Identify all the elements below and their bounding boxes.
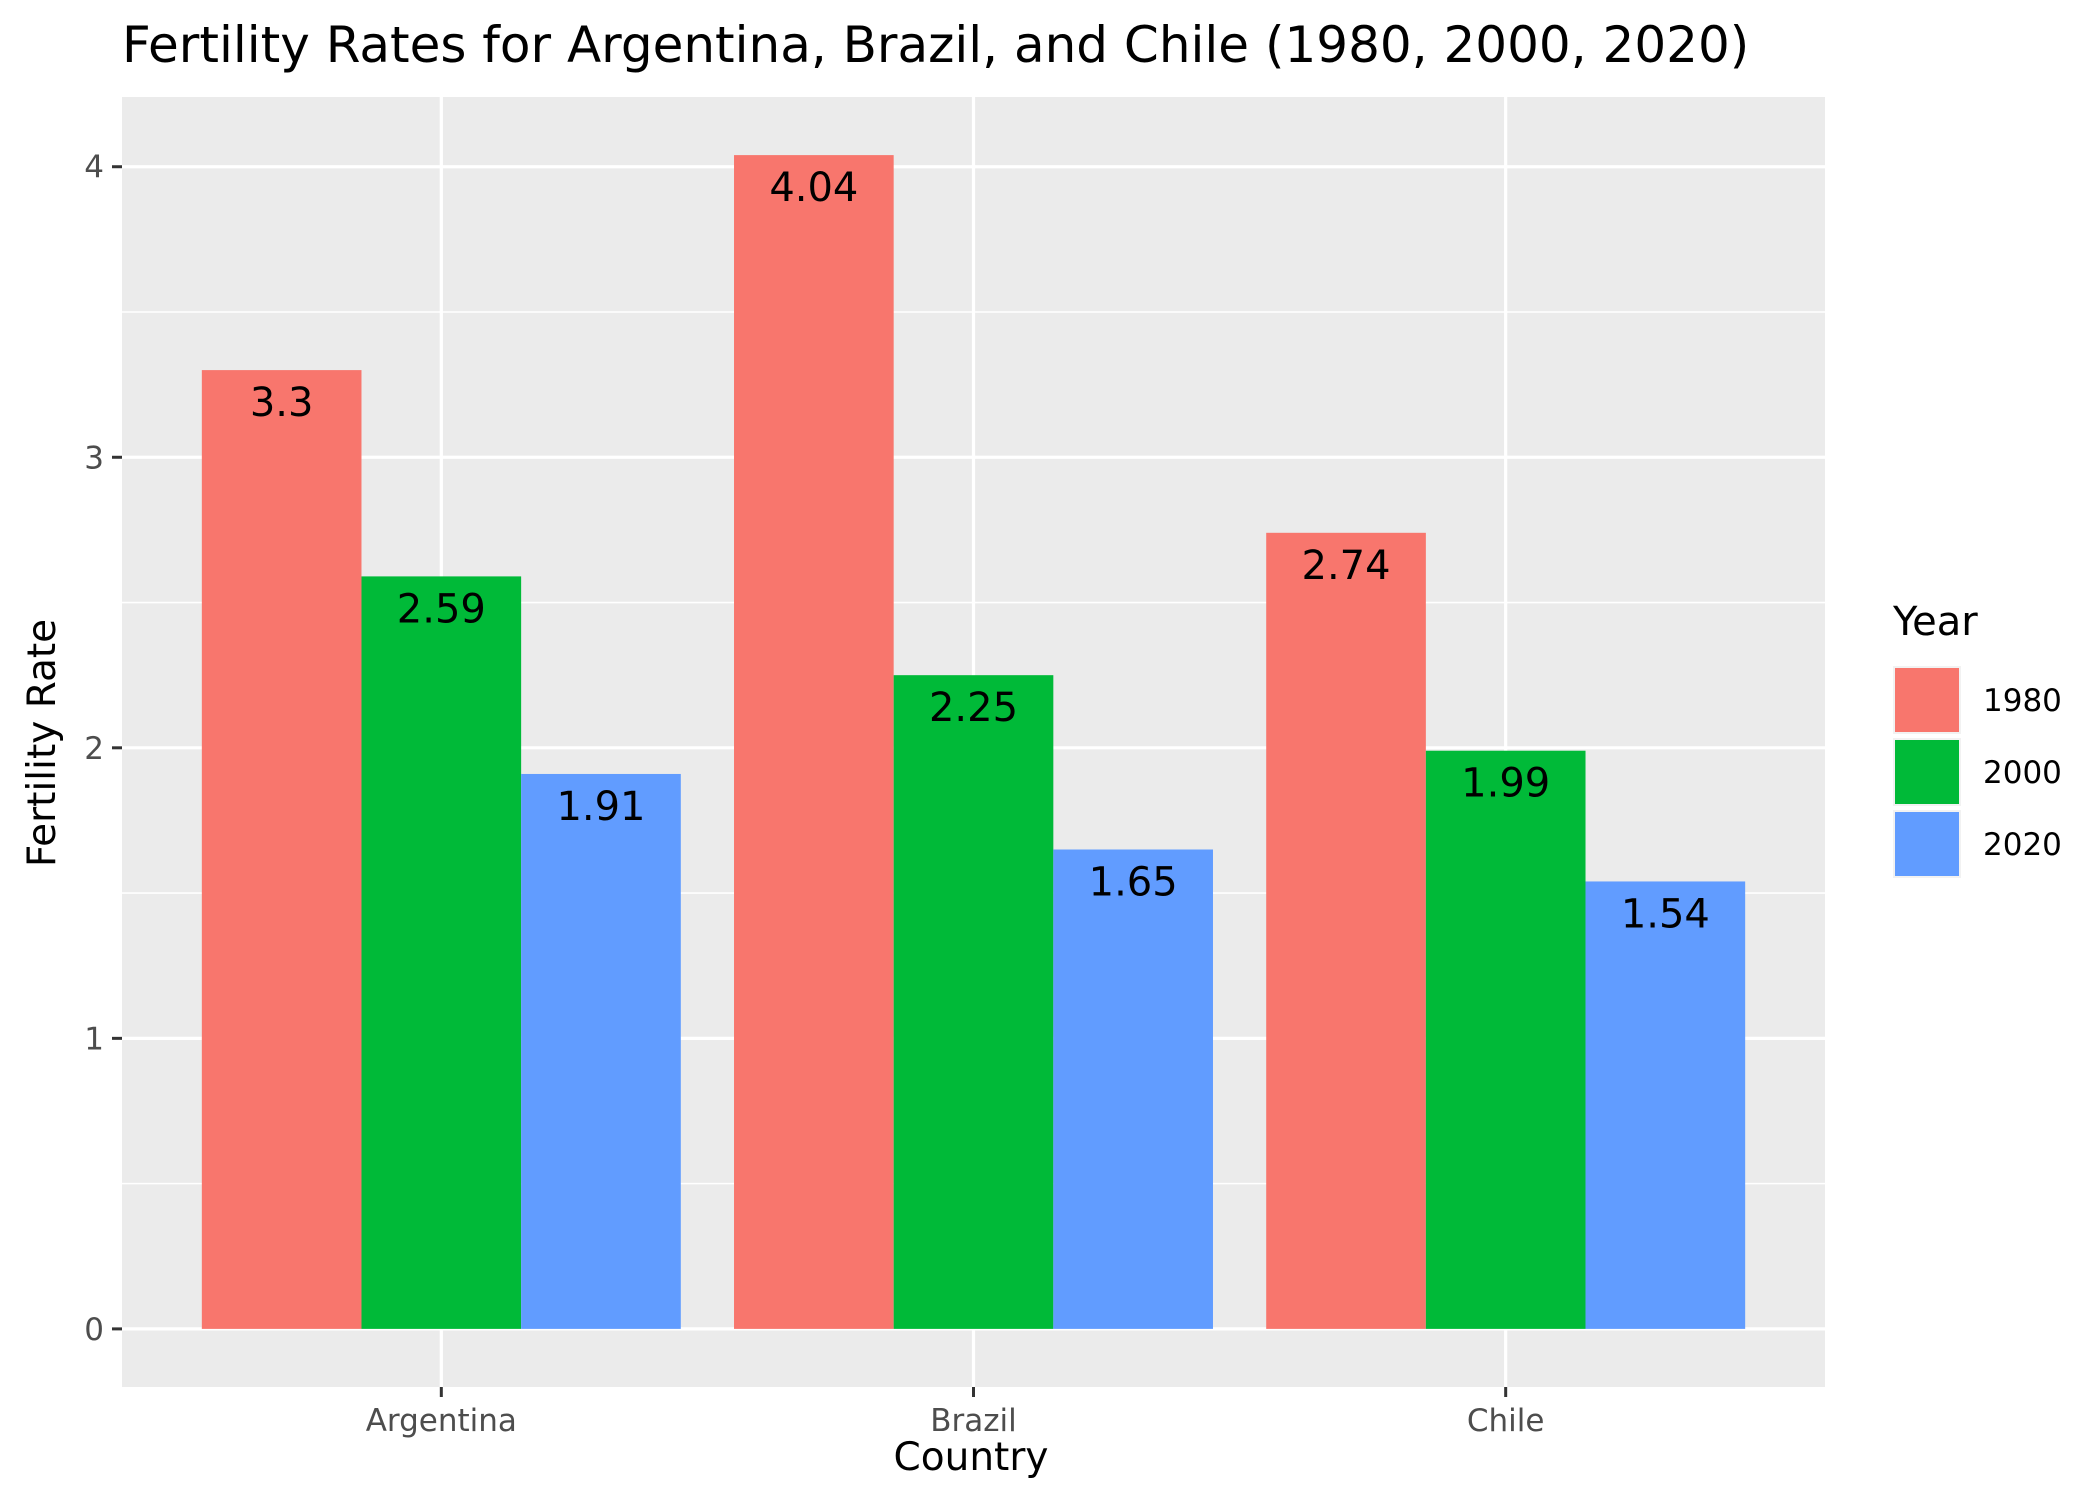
data-label: 3.3 [250, 380, 314, 426]
data-label: 1.99 [1461, 761, 1550, 807]
legend: Year 1980 2000 2020 [1892, 599, 2062, 878]
bar-argentina-1980 [201, 370, 362, 1329]
data-label: 4.04 [769, 165, 858, 211]
x-tick-label: Chile [1467, 1403, 1545, 1439]
legend-swatch-1980 [1895, 668, 1959, 732]
x-tick-label: Brazil [930, 1403, 1017, 1439]
x-tick-label: Argentina [366, 1403, 517, 1439]
plot-panel: 3.3 4.04 2.74 2.59 2.25 1.99 1.91 1.65 1.54 0 1 2 3 4… [84, 97, 1825, 1439]
bar-argentina-2000 [361, 576, 522, 1329]
data-label: 1.65 [1089, 860, 1178, 906]
y-tick-label: 0 [84, 1312, 104, 1348]
y-tick-label: 4 [84, 150, 104, 186]
legend-label: 2020 [1983, 827, 2062, 863]
bar-chile-2000 [1425, 750, 1586, 1329]
chart-title: Fertility Rates for Argentina, Brazil, a… [122, 16, 1749, 74]
bar-chile-1980 [1266, 532, 1426, 1329]
legend-swatch-2020 [1895, 812, 1959, 876]
y-tick-label: 2 [84, 731, 104, 767]
data-label: 2.74 [1302, 543, 1391, 589]
bar-brazil-2000 [893, 675, 1054, 1329]
y-tick-label: 3 [84, 440, 104, 476]
x-axis-title: Country [894, 1435, 1049, 1480]
y-tick-label: 1 [84, 1021, 104, 1057]
legend-label: 1980 [1983, 683, 2062, 719]
data-label: 2.59 [397, 586, 486, 632]
bar-argentina-2020 [521, 773, 681, 1329]
data-label: 1.54 [1621, 891, 1710, 937]
legend-swatch-2000 [1895, 740, 1959, 804]
legend-title: Year [1892, 599, 1978, 645]
bar-chile-2020 [1585, 881, 1746, 1329]
data-label: 1.91 [556, 784, 645, 830]
data-label: 2.25 [929, 685, 1018, 731]
legend-label: 2000 [1983, 755, 2062, 791]
bar-brazil-2020 [1053, 849, 1213, 1329]
y-axis-title: Fertility Rate [20, 619, 65, 867]
bar-brazil-1980 [734, 155, 894, 1329]
